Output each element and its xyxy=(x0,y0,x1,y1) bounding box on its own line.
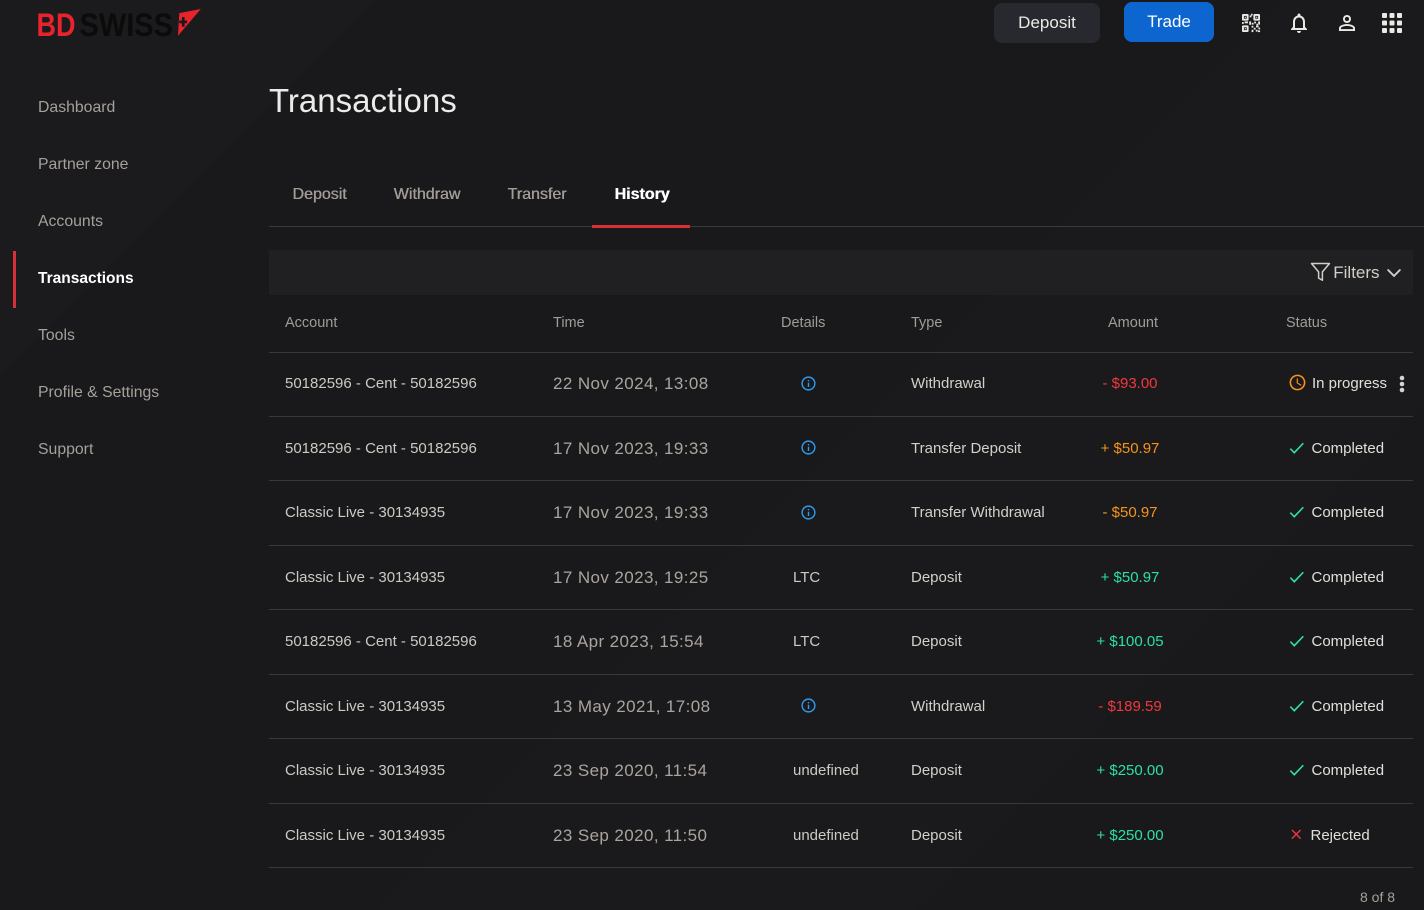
svg-text:SWISS: SWISS xyxy=(80,8,174,40)
svg-text:BD: BD xyxy=(37,8,76,40)
